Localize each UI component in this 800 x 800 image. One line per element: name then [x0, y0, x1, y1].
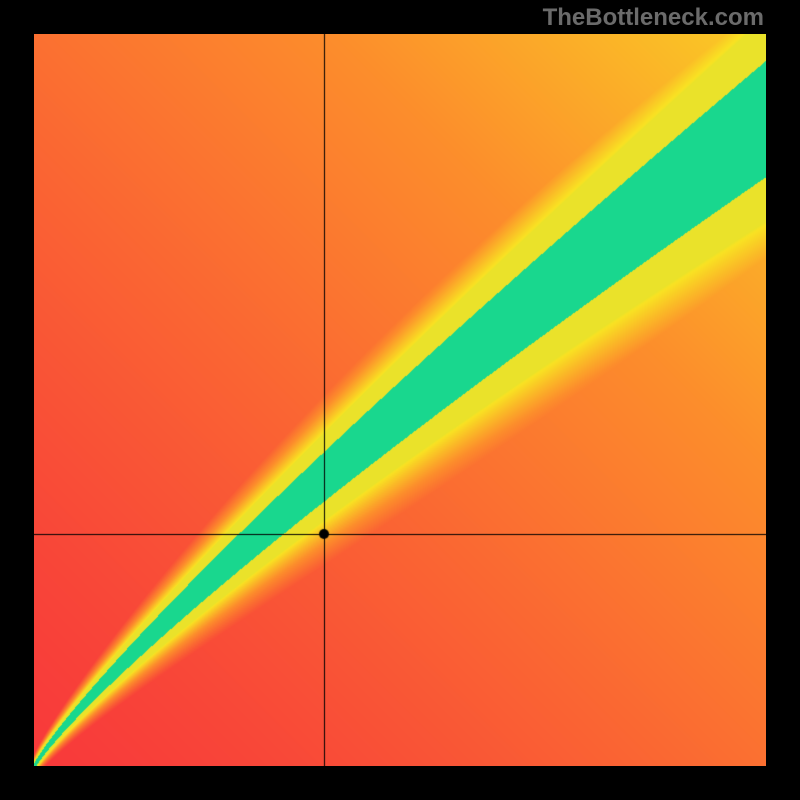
watermark-text: TheBottleneck.com — [543, 4, 764, 32]
chart-container: TheBottleneck.com — [0, 0, 800, 800]
bottleneck-heatmap — [34, 34, 766, 766]
